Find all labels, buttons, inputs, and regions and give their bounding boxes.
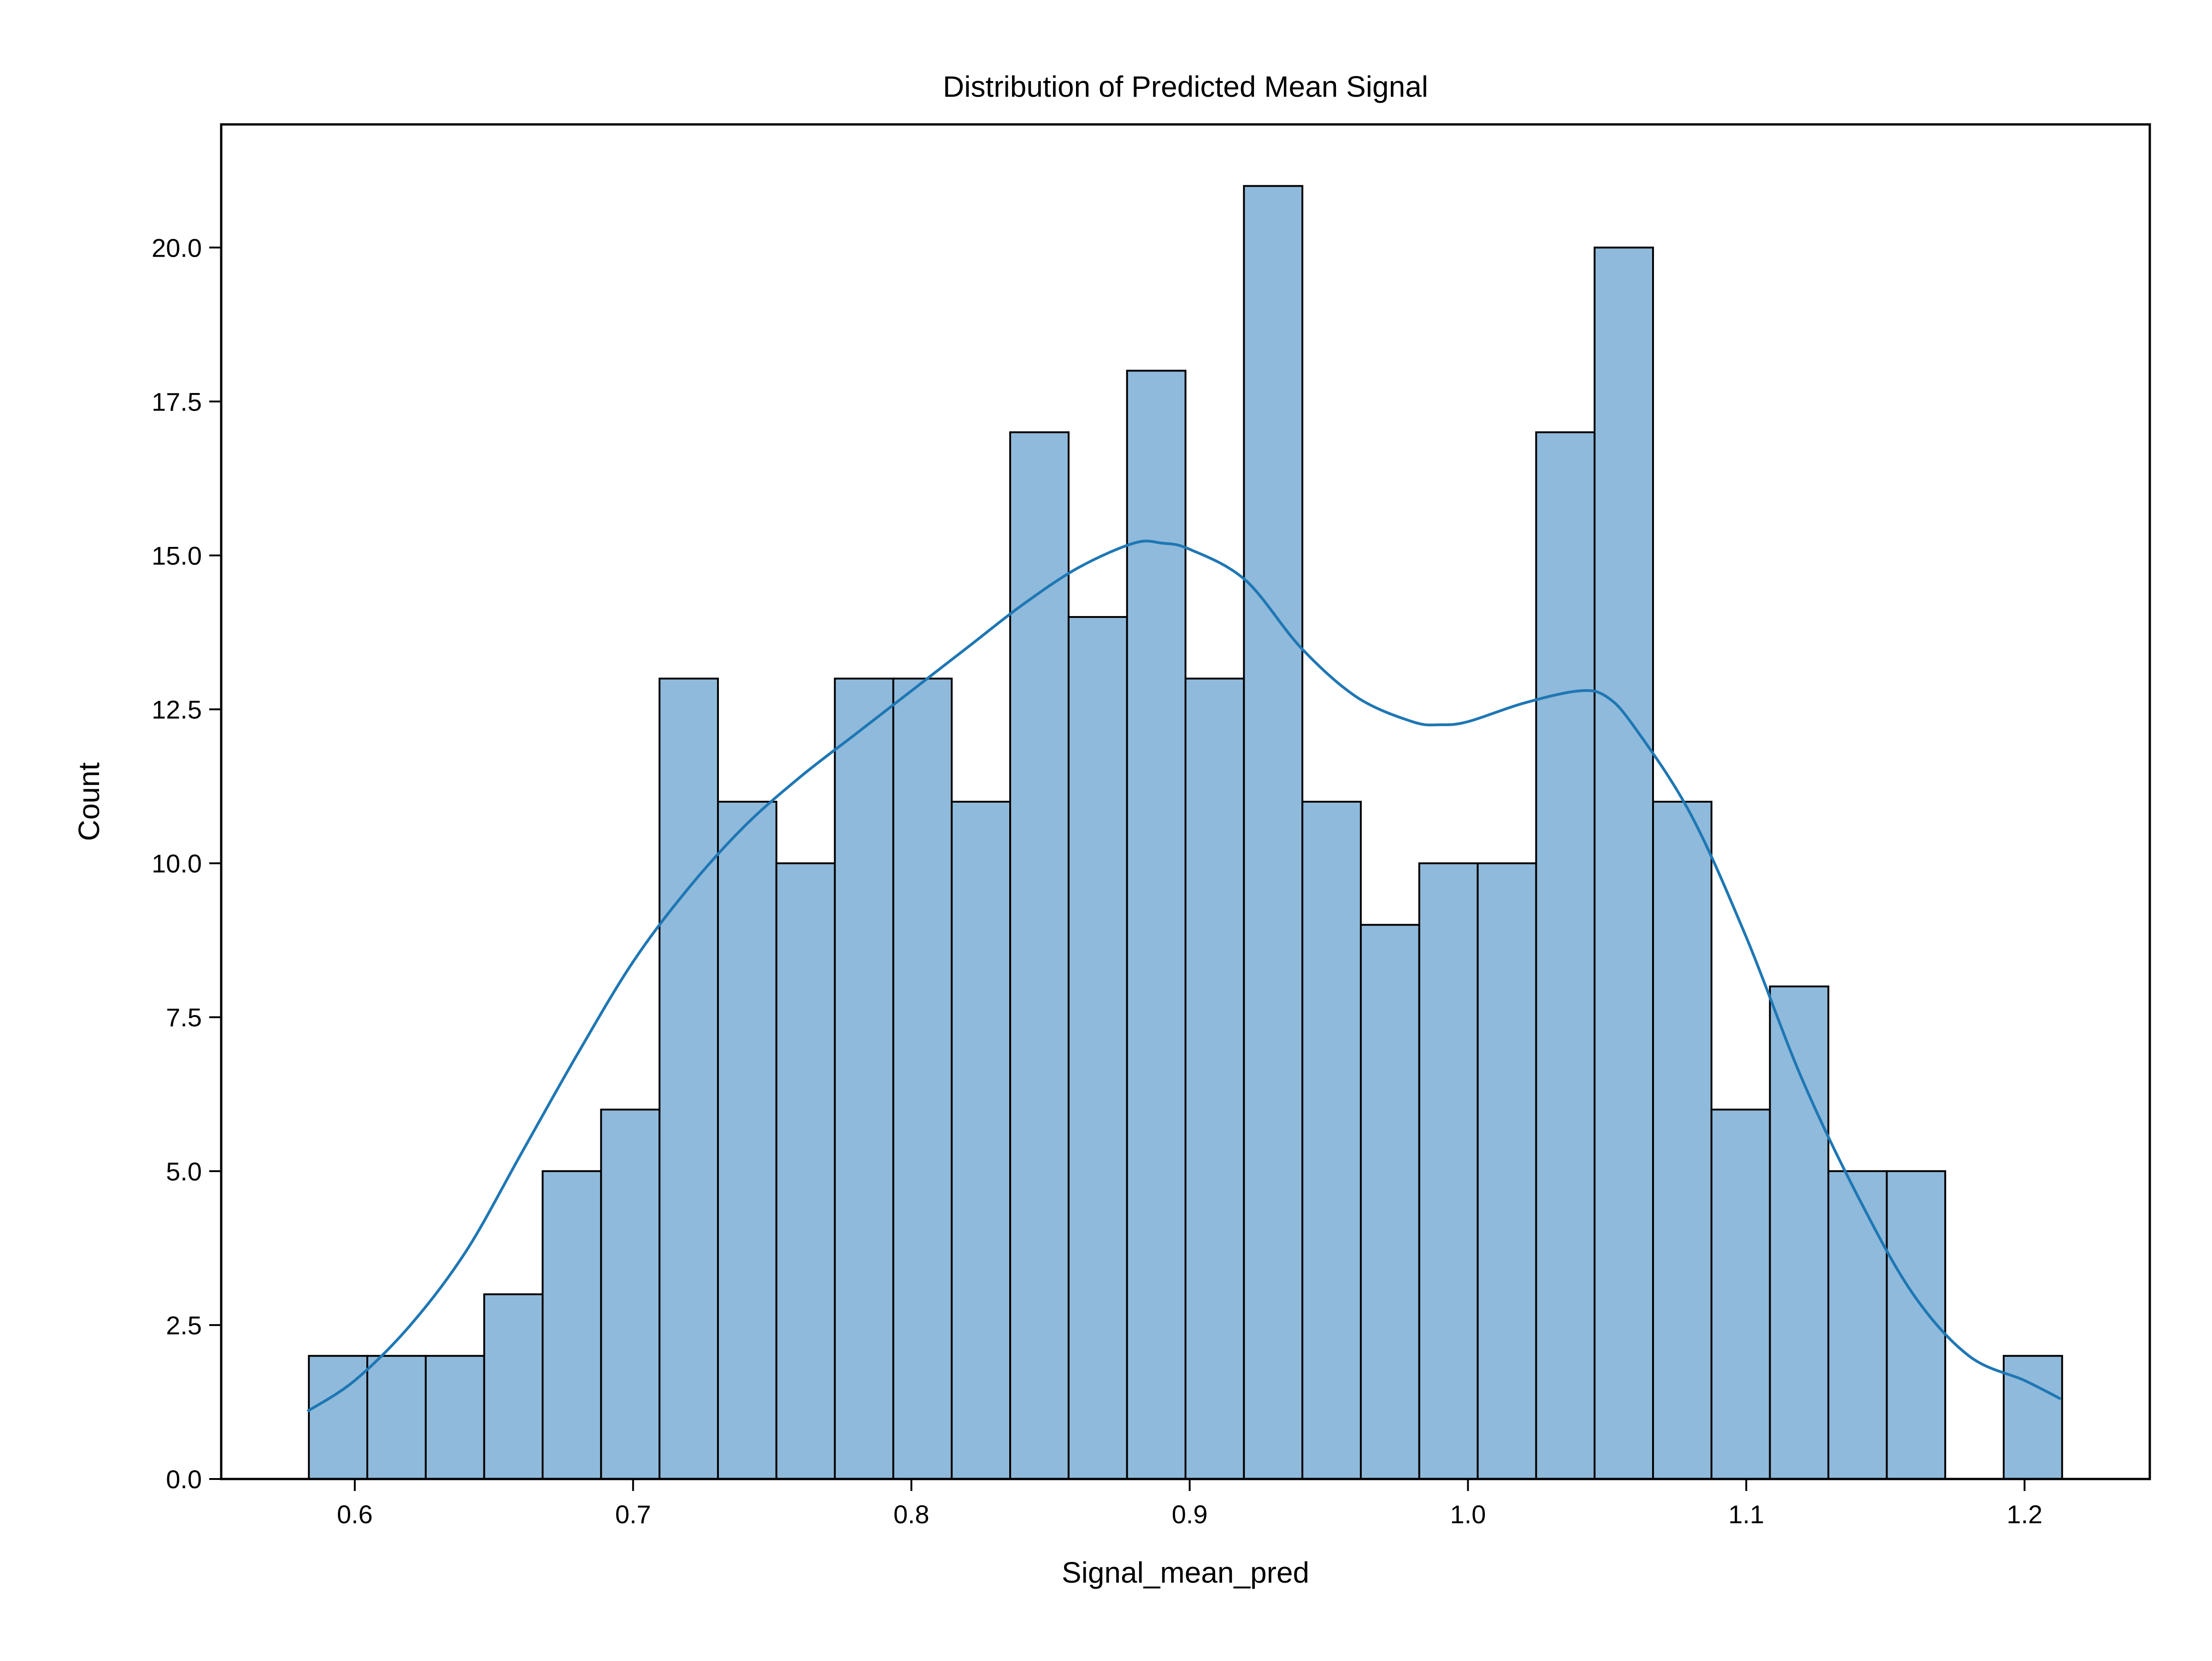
y-tick-label: 20.0 [152, 233, 202, 262]
x-axis-label: Signal_mean_pred [1062, 1556, 1309, 1589]
histogram-bar [1184, 677, 1245, 1480]
histogram-bar [1418, 862, 1479, 1480]
histogram-bar [1301, 801, 1362, 1480]
y-tick-label: 0.0 [166, 1465, 202, 1494]
histogram-bar [1769, 985, 1830, 1480]
histogram-bar [1067, 616, 1128, 1480]
histogram-bar [600, 1109, 661, 1480]
histogram-bar [717, 801, 777, 1480]
y-tick-label: 10.0 [152, 849, 202, 878]
bars-layer [308, 185, 2063, 1480]
x-tick-label: 0.9 [1172, 1500, 1208, 1529]
histogram-bar [2002, 1355, 2063, 1480]
histogram-bar [1535, 431, 1596, 1480]
y-axis-label: Count [72, 762, 106, 841]
histogram-bar [366, 1355, 427, 1480]
histogram-bar [308, 1355, 369, 1480]
y-tick-label: 2.5 [166, 1311, 202, 1340]
histogram-bar [1594, 247, 1654, 1480]
x-tick-label: 1.1 [1728, 1500, 1764, 1529]
x-tick-label: 0.6 [337, 1500, 373, 1529]
histogram-bar [1126, 370, 1187, 1480]
histogram-bar [1652, 801, 1712, 1480]
kde-line [306, 540, 2062, 1413]
histogram-bar [1710, 1109, 1771, 1480]
plot-frame [220, 123, 2151, 1480]
x-axis-ticks: 0.6 0.7 0.8 0.9 1.0 1.1 1.2 [337, 1479, 2042, 1529]
y-tick-label: 15.0 [152, 541, 202, 570]
histogram-bar [1477, 862, 1537, 1480]
y-tick-label: 5.0 [166, 1157, 202, 1186]
histogram-bar [424, 1355, 485, 1480]
histogram-bar [951, 801, 1012, 1480]
histogram-bar [775, 862, 836, 1480]
y-tick-label: 17.5 [152, 387, 202, 416]
histogram-bar [541, 1170, 602, 1480]
x-tick-label: 1.2 [2006, 1500, 2042, 1529]
histogram-bar [1009, 431, 1070, 1480]
x-tick-label: 0.8 [894, 1500, 930, 1529]
x-tick-label: 0.7 [615, 1500, 651, 1529]
histogram-bar [1827, 1170, 1888, 1480]
histogram-bar [1359, 924, 1420, 1480]
x-tick-label: 1.0 [1450, 1500, 1486, 1529]
y-tick-label: 12.5 [152, 695, 202, 724]
y-axis-ticks: 0.0 2.5 5.0 7.5 10.0 12.5 15.0 17.5 20.0 [152, 233, 221, 1494]
kde-layer [306, 540, 2062, 1413]
histogram-bar [483, 1293, 544, 1480]
histogram-bar [659, 677, 719, 1480]
chart-title: Distribution of Predicted Mean Signal [943, 70, 1428, 103]
y-tick-label: 7.5 [166, 1003, 202, 1032]
histogram-bar [1243, 185, 1304, 1480]
histogram-bar [834, 677, 894, 1480]
histogram-bar [892, 677, 953, 1480]
